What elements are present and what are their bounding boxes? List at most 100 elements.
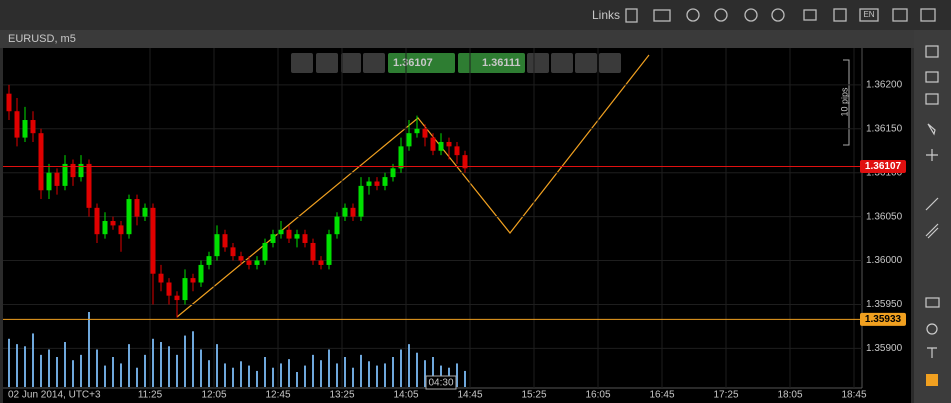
volume-bar bbox=[16, 344, 18, 387]
icon[interactable] bbox=[625, 8, 638, 23]
candle-body bbox=[38, 133, 44, 191]
chart-header bbox=[0, 30, 914, 48]
candle-body bbox=[94, 207, 100, 235]
tool-button[interactable] bbox=[363, 53, 385, 73]
tool-button[interactable] bbox=[599, 53, 621, 73]
links[interactable]: Links bbox=[592, 8, 620, 22]
candle-body bbox=[6, 93, 12, 112]
buy-price[interactable]: 1.36111 bbox=[482, 57, 521, 69]
candle-body bbox=[142, 207, 148, 217]
x-start-label: 02 Jun 2014, UTC+3 bbox=[8, 390, 101, 401]
candle-body bbox=[318, 260, 324, 265]
tool-button[interactable] bbox=[316, 53, 338, 73]
tool[interactable] bbox=[925, 93, 939, 105]
top-icons bbox=[625, 8, 936, 23]
candle-body bbox=[454, 146, 460, 156]
tool[interactable] bbox=[925, 45, 939, 58]
tool-icons bbox=[925, 45, 940, 358]
volume-bar bbox=[416, 352, 418, 387]
volume-bar bbox=[256, 370, 258, 387]
icon[interactable] bbox=[744, 8, 758, 22]
tool[interactable] bbox=[925, 197, 939, 211]
tool[interactable] bbox=[925, 223, 939, 239]
tool-button[interactable] bbox=[341, 53, 361, 73]
y-tick-label: 1.36150 bbox=[866, 123, 903, 134]
volume-bar bbox=[64, 342, 66, 387]
volume-bar bbox=[80, 354, 82, 387]
sell-button[interactable] bbox=[388, 53, 455, 73]
candle-body bbox=[46, 172, 52, 191]
volume-bar bbox=[280, 363, 282, 387]
tool[interactable] bbox=[925, 71, 939, 83]
buy-button[interactable] bbox=[458, 53, 525, 73]
x-tick-label: 11:25 bbox=[138, 390, 163, 401]
color-tool[interactable] bbox=[926, 374, 938, 386]
candle-body bbox=[214, 234, 220, 257]
candle-body bbox=[222, 234, 228, 248]
tool[interactable] bbox=[926, 323, 938, 335]
tool[interactable] bbox=[927, 347, 937, 358]
tool[interactable] bbox=[925, 297, 940, 308]
volume-bar bbox=[200, 349, 202, 387]
candle-body bbox=[366, 181, 372, 186]
volume-bar bbox=[464, 370, 466, 387]
volume-bar bbox=[184, 335, 186, 387]
candle-body bbox=[262, 242, 268, 261]
icon[interactable] bbox=[653, 9, 671, 22]
tool-button[interactable] bbox=[575, 53, 597, 73]
x-tick-label: 16:45 bbox=[649, 390, 674, 401]
volume-bar bbox=[360, 354, 362, 387]
volume-bar bbox=[72, 360, 74, 387]
candle-body bbox=[246, 260, 252, 265]
volume-bar bbox=[392, 357, 394, 387]
volume-bar bbox=[216, 344, 218, 387]
icon[interactable] bbox=[892, 8, 908, 22]
icon[interactable] bbox=[833, 8, 847, 22]
volume-bar bbox=[408, 344, 410, 387]
candle-body bbox=[406, 133, 412, 147]
volume-bar bbox=[128, 344, 130, 387]
volume-bar bbox=[264, 357, 266, 387]
candle-body bbox=[54, 172, 60, 186]
tool-button[interactable] bbox=[527, 53, 549, 73]
candle-body bbox=[254, 260, 260, 265]
candle-body bbox=[286, 229, 292, 239]
volume-bar bbox=[8, 338, 10, 387]
candle-body bbox=[310, 242, 316, 261]
tool[interactable] bbox=[927, 123, 936, 136]
volume-bar bbox=[456, 363, 458, 387]
volume-bar bbox=[248, 365, 250, 387]
icon[interactable] bbox=[686, 8, 700, 22]
x-tick-label: 13:25 bbox=[329, 390, 354, 401]
language[interactable]: EN bbox=[863, 10, 874, 19]
icon[interactable] bbox=[803, 9, 817, 21]
candle-body bbox=[22, 120, 28, 138]
volume-bar bbox=[344, 357, 346, 387]
chart-title: EURUSD, m5 bbox=[8, 33, 76, 45]
candle-body bbox=[238, 256, 244, 261]
tool-button[interactable] bbox=[551, 53, 573, 73]
icon[interactable] bbox=[859, 8, 879, 22]
candle-body bbox=[270, 234, 276, 243]
trend-drawing[interactable] bbox=[176, 54, 650, 318]
price-tag-label: 1.35933 bbox=[865, 314, 902, 325]
sell-price[interactable]: 1.36107 bbox=[393, 57, 433, 69]
icon[interactable] bbox=[920, 8, 936, 22]
candle-body bbox=[70, 163, 76, 178]
candle-body bbox=[398, 146, 404, 169]
x-tick-label: 14:05 bbox=[393, 390, 418, 401]
candle-body bbox=[446, 141, 452, 147]
volume-bar bbox=[232, 367, 234, 387]
tool[interactable] bbox=[926, 149, 938, 161]
candle-body bbox=[126, 199, 132, 235]
volume-bar bbox=[152, 338, 154, 387]
y-tick-label: 1.36050 bbox=[866, 211, 903, 222]
icon[interactable] bbox=[714, 8, 728, 22]
tool-button[interactable] bbox=[291, 53, 313, 73]
volume-bar bbox=[368, 361, 370, 387]
drawing-toolbar bbox=[914, 30, 951, 403]
chart-area bbox=[3, 48, 911, 403]
icon[interactable] bbox=[771, 8, 785, 22]
volume-bar bbox=[120, 363, 122, 387]
